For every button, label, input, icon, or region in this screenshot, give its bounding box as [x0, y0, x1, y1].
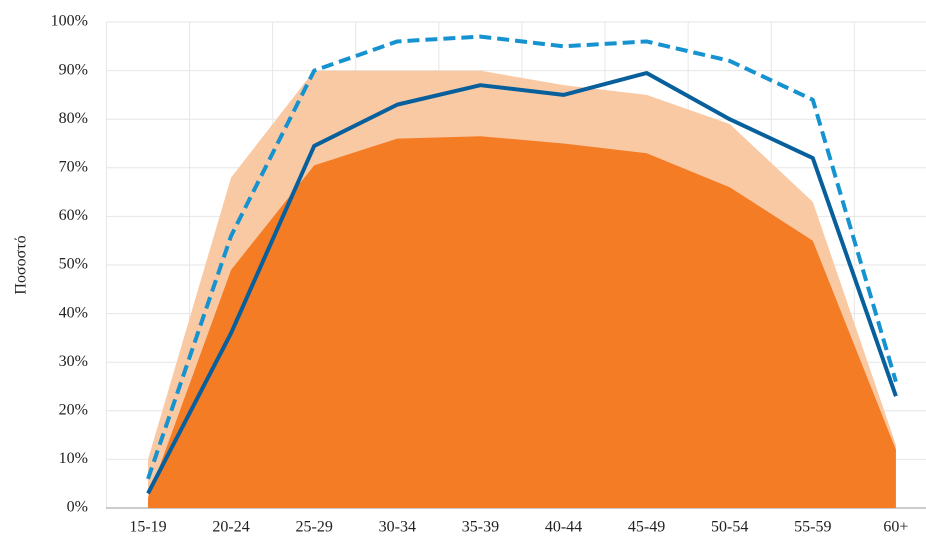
x-tick-label: 55-59 — [794, 519, 831, 536]
y-tick-label: 50% — [59, 256, 88, 273]
y-tick-label: 20% — [59, 401, 88, 418]
area — [148, 136, 896, 508]
x-tick-label: 60+ — [883, 519, 908, 536]
x-tick-label: 50-54 — [711, 519, 748, 536]
x-tick-label: 40-44 — [545, 519, 582, 536]
x-tick-label: 30-34 — [379, 519, 416, 536]
x-tick-label: 15-19 — [129, 519, 166, 536]
y-tick-label: 70% — [59, 158, 88, 175]
y-tick-label: 90% — [59, 61, 88, 78]
y-axis-label: Ποσοστό — [13, 235, 30, 294]
y-tick-label: 100% — [51, 13, 88, 30]
x-tick-label: 35-39 — [462, 519, 499, 536]
x-tick-label: 45-49 — [628, 519, 665, 536]
y-tick-label: 30% — [59, 353, 88, 370]
y-tick-label: 40% — [59, 304, 88, 321]
y-tick-label: 80% — [59, 110, 88, 127]
x-tick-label: 20-24 — [212, 519, 249, 536]
x-tick-label: 25-29 — [296, 519, 333, 536]
y-tick-label: 0% — [67, 499, 88, 516]
y-tick-label: 10% — [59, 450, 88, 467]
line — [146, 34, 898, 480]
line — [146, 71, 898, 495]
y-tick-label: 60% — [59, 207, 88, 224]
